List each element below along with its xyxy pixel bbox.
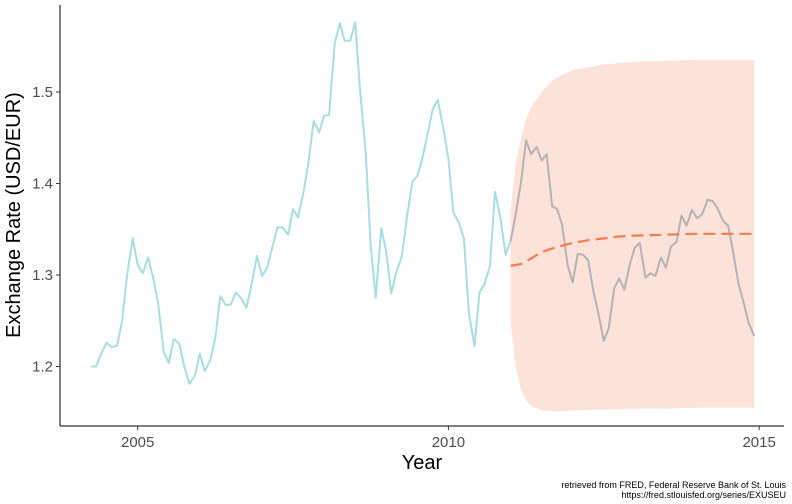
y-tick-label: 1.2 [32, 359, 53, 376]
x-tick-label: 2010 [432, 434, 465, 451]
y-axis-title: Exchange Rate (USD/EUR) [3, 92, 25, 338]
source-caption-line2: https://fred.stlouisfed.org/series/EXUSE… [621, 490, 786, 500]
y-tick-label: 1.4 [32, 175, 53, 192]
source-caption: retrieved from FRED, Federal Reserve Ban… [561, 480, 786, 500]
x-tick-label: 2005 [121, 434, 154, 451]
tick-layer: 1.2 1.3 1.4 1.5 2005 2010 2015 [32, 84, 776, 451]
actual-series-line [509, 139, 756, 342]
source-caption-line1: retrieved from FRED, Federal Reserve Ban… [561, 480, 786, 490]
x-tick-label: 2015 [742, 434, 775, 451]
series-layer [91, 21, 756, 385]
historical-series-line [91, 21, 512, 385]
forecast-series-line [510, 232, 755, 267]
y-tick-label: 1.5 [32, 84, 53, 101]
x-axis-title: Year [402, 452, 443, 474]
y-tick-label: 1.3 [32, 267, 53, 284]
